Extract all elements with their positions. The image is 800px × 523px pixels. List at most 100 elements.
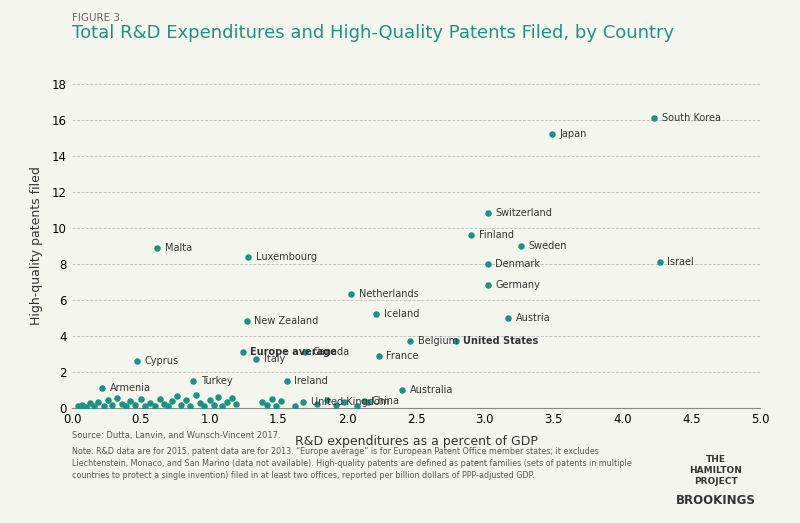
Point (129, 401, 142, 410)
Point (373, 351, 386, 360)
Point (450, 337, 462, 346)
Point (230, 400, 242, 408)
Text: Turkey: Turkey (201, 376, 232, 386)
Y-axis label: High-quality patents filed: High-quality patents filed (30, 166, 43, 325)
Text: South Korea: South Korea (662, 113, 721, 123)
Text: China: China (371, 396, 399, 406)
Point (148, 402, 161, 410)
Point (111, 394, 124, 402)
Text: Ireland: Ireland (294, 376, 328, 386)
Point (215, 402, 228, 411)
Text: New Zealand: New Zealand (254, 316, 318, 326)
Text: Malta: Malta (165, 243, 192, 253)
Point (102, 395, 114, 404)
Point (320, 396, 333, 405)
Point (151, 243, 164, 252)
Point (338, 398, 351, 406)
Point (236, 348, 249, 356)
Text: FIGURE 3.: FIGURE 3. (72, 13, 123, 23)
Point (370, 310, 382, 319)
Point (96, 384, 109, 392)
Point (184, 402, 197, 410)
Text: Belgium: Belgium (418, 336, 458, 346)
Point (280, 377, 293, 385)
Text: Canada: Canada (312, 347, 350, 357)
Point (404, 337, 417, 346)
Point (98, 402, 110, 411)
Point (75, 401, 88, 409)
Text: France: France (386, 351, 419, 361)
Point (203, 396, 216, 405)
Point (255, 397, 268, 406)
Text: Note: R&D data are for 2015, patent data are for 2013. “Europe average” is for E: Note: R&D data are for 2015, patent data… (72, 447, 632, 480)
Text: Netherlands: Netherlands (359, 289, 418, 300)
Point (502, 314, 514, 322)
Point (261, 401, 274, 409)
Point (186, 377, 199, 385)
Point (79, 403, 92, 411)
Text: Israel: Israel (667, 257, 694, 267)
Text: Sweden: Sweden (528, 241, 566, 251)
Point (514, 242, 527, 250)
Text: Total R&D Expenditures and High-Quality Patents Filed, by Country: Total R&D Expenditures and High-Quality … (72, 24, 674, 41)
Text: Source: Dutta, Lanvin, and Wunsch-Vincent 2017.: Source: Dutta, Lanvin, and Wunsch-Vincen… (72, 431, 281, 440)
Point (242, 253, 254, 261)
Text: Austria: Austria (516, 313, 550, 323)
Point (92, 397, 105, 406)
Point (481, 259, 494, 268)
Text: Iceland: Iceland (384, 309, 419, 319)
Point (154, 394, 166, 403)
Point (270, 402, 282, 411)
Point (138, 402, 151, 411)
Point (274, 397, 287, 405)
Point (465, 231, 478, 239)
Point (358, 396, 370, 405)
Point (211, 393, 224, 402)
Point (166, 397, 179, 405)
Point (481, 281, 494, 290)
Point (289, 402, 302, 410)
Point (180, 395, 193, 404)
Text: Europe average: Europe average (250, 347, 337, 357)
Text: Switzerland: Switzerland (495, 208, 552, 219)
Point (198, 402, 210, 411)
Point (130, 357, 143, 365)
Point (653, 258, 666, 266)
Point (207, 401, 220, 409)
Text: Luxembourg: Luxembourg (256, 252, 317, 262)
Text: BROOKINGS: BROOKINGS (676, 494, 756, 507)
Text: Germany: Germany (495, 280, 540, 290)
Point (226, 394, 238, 402)
Point (310, 400, 323, 408)
Point (162, 402, 174, 411)
Point (481, 209, 494, 218)
Point (83, 399, 96, 407)
Point (119, 402, 132, 411)
Text: United Kingdom: United Kingdom (310, 396, 389, 407)
Point (174, 401, 187, 409)
Point (240, 317, 253, 326)
Text: Armenia: Armenia (110, 383, 151, 393)
Text: Denmark: Denmark (495, 259, 540, 269)
Point (134, 395, 147, 403)
Point (106, 401, 118, 409)
Point (123, 397, 136, 405)
Text: Japan: Japan (560, 129, 587, 139)
Point (298, 348, 311, 356)
X-axis label: R&D expenditures as a percent of GDP: R&D expenditures as a percent of GDP (294, 435, 538, 448)
Text: Italy: Italy (264, 354, 286, 365)
Point (396, 386, 409, 394)
Text: Australia: Australia (410, 385, 453, 395)
Point (345, 290, 358, 299)
Point (190, 391, 202, 399)
Point (71, 402, 84, 411)
Point (221, 397, 234, 406)
Text: THE
HAMILTON
PROJECT: THE HAMILTON PROJECT (690, 455, 742, 486)
Point (88, 402, 101, 410)
Point (250, 355, 262, 363)
Point (194, 399, 206, 407)
Point (144, 399, 157, 407)
Point (115, 400, 128, 408)
Point (362, 397, 374, 406)
Point (170, 392, 183, 400)
